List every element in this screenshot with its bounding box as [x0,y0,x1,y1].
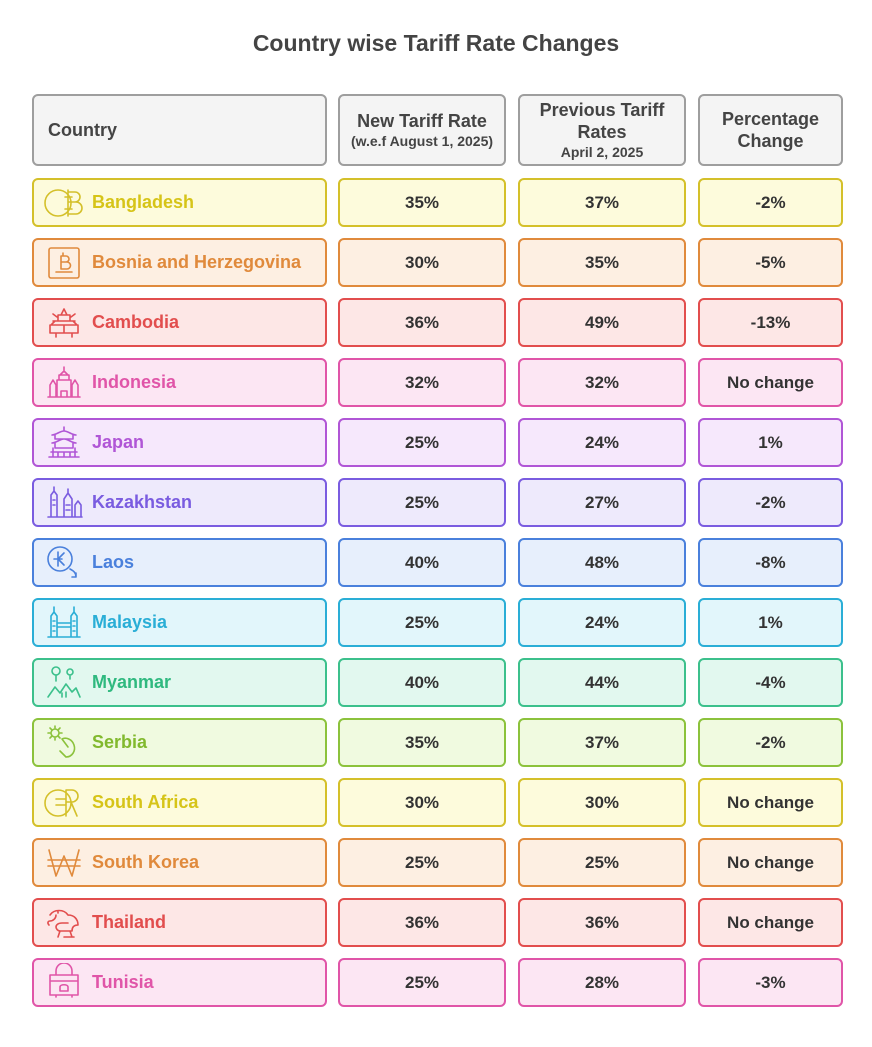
new-rate-cell: 40% [338,658,506,707]
country-name: Kazakhstan [92,492,193,512]
header-new-rate-sub: (w.e.f August 1, 2025) [350,133,494,149]
pct-change-cell: 1% [698,598,843,647]
country-name: Japan [92,432,145,452]
country-name: Laos [92,552,135,572]
pct-change-cell: -4% [698,658,843,707]
prev-rate-cell: 25% [518,838,686,887]
pagoda-icon [44,423,84,463]
country-cell: Myanmar [32,658,327,707]
pct-change-cell: -13% [698,298,843,347]
header-prev-rate-line1: Previous Tariff [539,100,665,120]
page-title: Country wise Tariff Rate Changes [252,30,620,56]
landscape-icon [44,663,84,703]
country-cell: Bangladesh [32,178,327,227]
country-name: Tunisia [92,972,154,992]
new-rate-cell: 36% [338,298,506,347]
currency-won-icon [44,843,84,883]
country-name: Cambodia [92,312,180,332]
country-cell: Tunisia [32,958,327,1007]
header-prev-rate: Previous Tariff Rates April 2, 2025 [518,94,686,166]
country-cell: Cambodia [32,298,327,347]
pct-change-cell: 1% [698,418,843,467]
header-pct-line1: Percentage [721,109,820,129]
pct-change-cell: -2% [698,178,843,227]
country-cell: Thailand [32,898,327,947]
currency-rand-icon [44,783,84,823]
new-rate-cell: 25% [338,418,506,467]
prev-rate-cell: 24% [518,418,686,467]
header-new-rate: New Tariff Rate (w.e.f August 1, 2025) [338,94,506,166]
currency-kip-icon [44,543,84,583]
country-name: South Africa [92,792,199,812]
prev-rate-cell: 36% [518,898,686,947]
country-name: South Korea [92,852,200,872]
pct-change-cell: -5% [698,238,843,287]
new-rate-cell: 40% [338,538,506,587]
new-rate-cell: 35% [338,718,506,767]
towers-icon [44,483,84,523]
pct-change-cell: No change [698,838,843,887]
prev-rate-cell: 44% [518,658,686,707]
pct-change-cell: -3% [698,958,843,1007]
country-cell: Kazakhstan [32,478,327,527]
new-rate-cell: 25% [338,958,506,1007]
header-pct-change: Percentage Change [698,94,843,166]
country-cell: Japan [32,418,327,467]
country-cell: Bosnia and Herzegovina [32,238,327,287]
country-cell: Indonesia [32,358,327,407]
prev-rate-cell: 37% [518,178,686,227]
new-rate-cell: 25% [338,598,506,647]
country-name: Indonesia [92,372,177,392]
pct-change-cell: -2% [698,478,843,527]
country-cell: Malaysia [32,598,327,647]
prev-rate-cell: 28% [518,958,686,1007]
handbag-icon [44,962,84,1003]
country-cell: South Africa [32,778,327,827]
currency-taka-icon [44,183,84,223]
pct-change-cell: -2% [698,718,843,767]
currency-mark-icon [44,243,84,283]
country-name: Serbia [92,732,148,752]
prev-rate-cell: 30% [518,778,686,827]
elephant-icon [44,903,84,943]
header-prev-rate-line2: Rates [577,122,627,142]
new-rate-cell: 30% [338,778,506,827]
country-name: Myanmar [92,672,172,692]
country-cell: South Korea [32,838,327,887]
pct-change-cell: No change [698,778,843,827]
pct-change-cell: No change [698,898,843,947]
country-name: Malaysia [92,612,168,632]
new-rate-cell: 30% [338,238,506,287]
country-name: Bosnia and Herzegovina [92,252,302,272]
temples-icon [44,363,84,403]
prev-rate-cell: 49% [518,298,686,347]
header-prev-rate-sub: April 2, 2025 [560,144,644,160]
country-cell: Laos [32,538,327,587]
twin-towers-icon [44,603,84,643]
temple-icon [44,303,84,343]
prev-rate-cell: 32% [518,358,686,407]
prev-rate-cell: 37% [518,718,686,767]
prev-rate-cell: 48% [518,538,686,587]
new-rate-cell: 32% [338,358,506,407]
header-country: Country [32,94,327,166]
country-name: Thailand [92,912,167,932]
country-name: Bangladesh [92,192,195,212]
hand-gear-icon [44,723,84,763]
header-pct-line2: Change [737,131,804,151]
pct-change-cell: -8% [698,538,843,587]
new-rate-cell: 25% [338,838,506,887]
prev-rate-cell: 27% [518,478,686,527]
new-rate-cell: 35% [338,178,506,227]
prev-rate-cell: 24% [518,598,686,647]
pct-change-cell: No change [698,358,843,407]
header-country-label: Country [48,120,117,140]
new-rate-cell: 25% [338,478,506,527]
new-rate-cell: 36% [338,898,506,947]
country-cell: Serbia [32,718,327,767]
header-new-rate-label: New Tariff Rate [357,111,487,131]
prev-rate-cell: 35% [518,238,686,287]
